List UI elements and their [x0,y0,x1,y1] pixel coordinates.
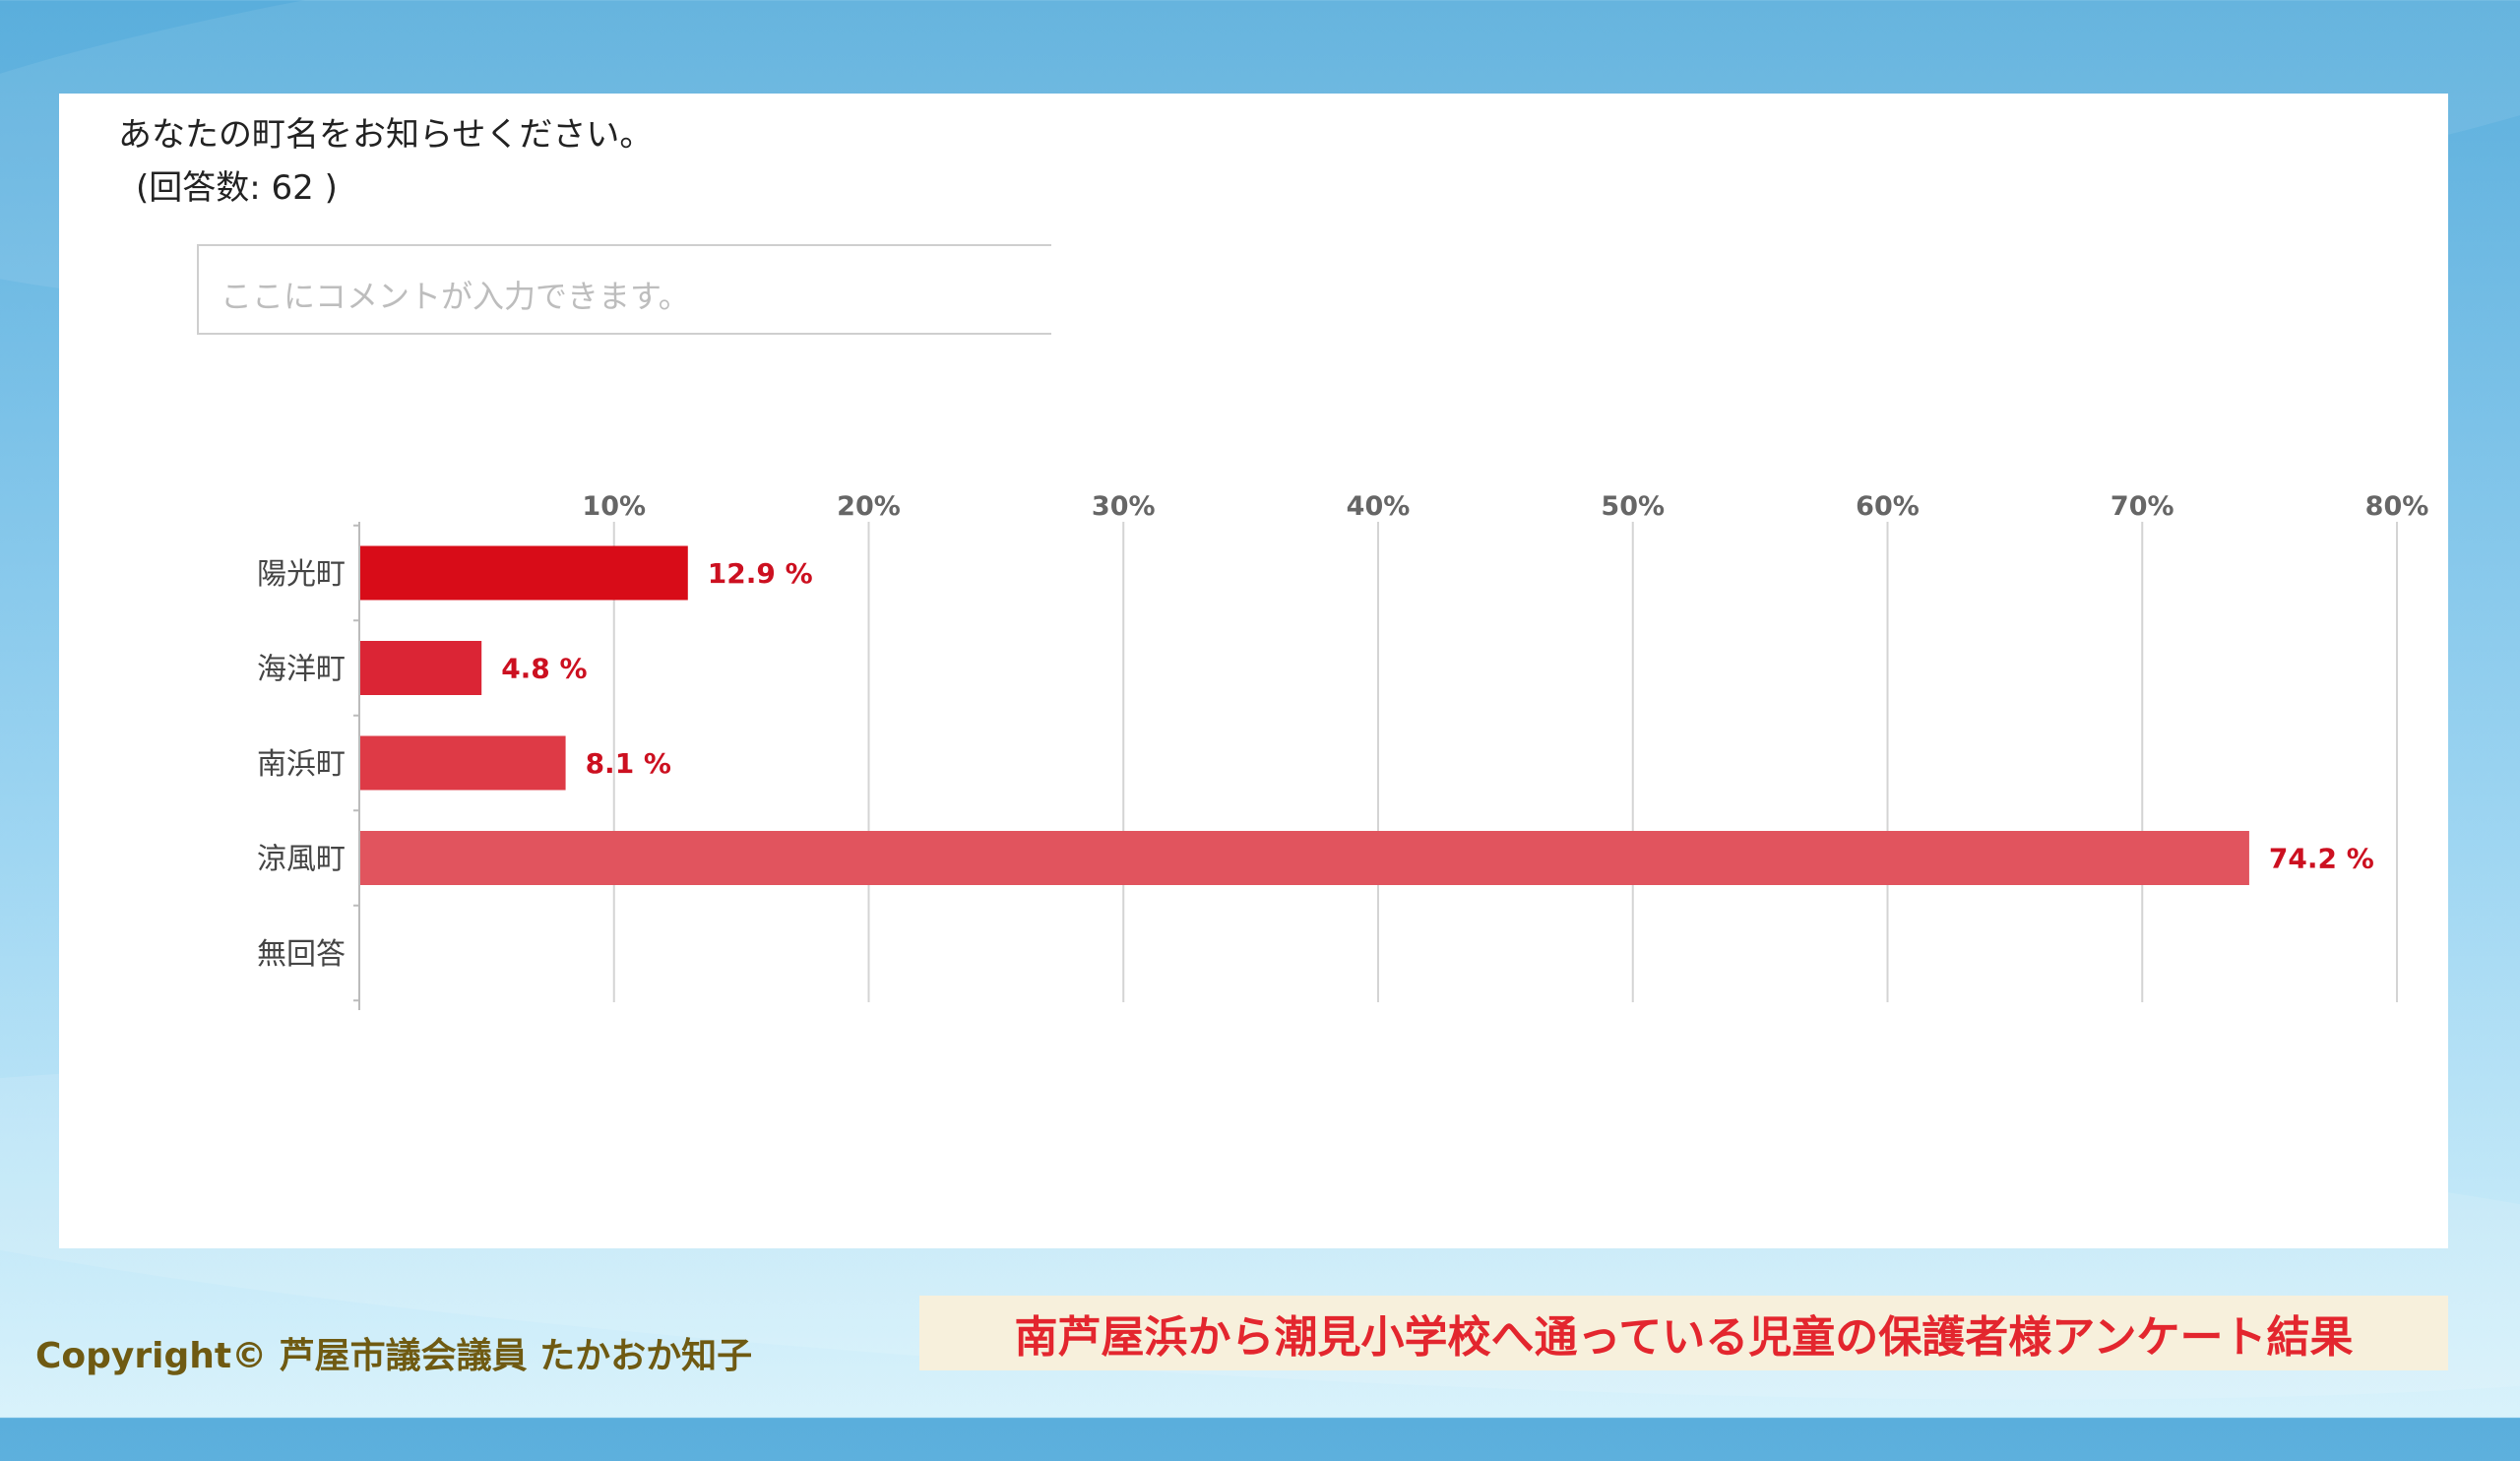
bar [360,831,2249,885]
footer-title-banner: 南芦屋浜から潮見小学校へ通っている児童の保護者様アンケート結果 [919,1296,2448,1370]
bar [360,735,566,791]
value-label: 74.2 % [2269,843,2374,875]
x-tick-label: 60% [1856,491,1920,522]
bar [360,545,688,601]
x-tick-label: 40% [1347,491,1411,522]
x-tick-label: 80% [2365,491,2429,522]
category-label: 陽光町 [257,557,346,592]
survey-panel: あなたの町名をお知らせください。 (回答数: 62 ) ここにコメントが入力でき… [59,94,2448,1248]
x-tick-label: 30% [1092,491,1156,522]
value-label: 4.8 % [501,653,587,685]
question-text: あなたの町名をお知らせください。 [118,115,654,155]
x-tick-label: 20% [837,491,901,522]
x-tick-label: 70% [2110,491,2174,522]
comment-placeholder: ここにコメントが入力できます。 [220,278,690,315]
x-tick-label: 50% [1601,491,1665,522]
x-tick-label: 10% [582,491,646,522]
value-label: 8.1 % [586,747,671,780]
category-label: 涼風町 [257,843,346,877]
comment-input[interactable]: ここにコメントが入力できます。 [197,244,1051,335]
category-label: 南浜町 [257,747,346,782]
bar [360,641,482,695]
response-count: (回答数: 62 ) [136,168,338,208]
copyright-text: Copyright© 芦屋市議会議員 たかおか知子 [35,1336,753,1376]
footer-title: 南芦屋浜から潮見小学校へ通っている児童の保護者様アンケート結果 [1014,1312,2354,1363]
category-label: 無回答 [257,937,346,972]
value-label: 12.9 % [708,557,813,590]
category-label: 海洋町 [257,653,346,687]
bar-chart: 10% 20% 30% 40% 50% 60% 70% 80% 陽光町 12.9 % 海洋町 4.8 … [257,491,2429,1010]
